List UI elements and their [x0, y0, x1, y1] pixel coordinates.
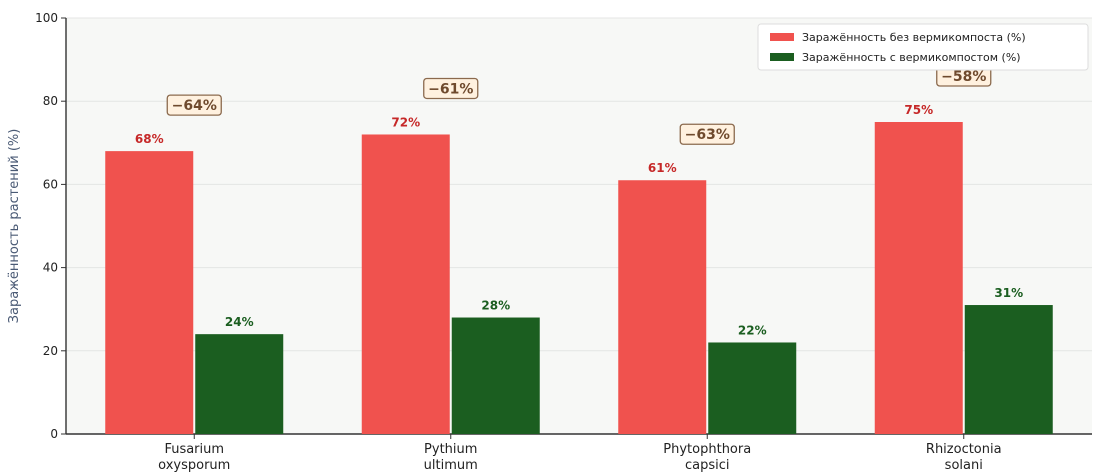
bar-without-vermicompost — [105, 151, 194, 434]
reduction-label: −63% — [685, 127, 730, 143]
bar-without-vermicompost — [874, 122, 963, 434]
category-label-line-2: solani — [945, 458, 983, 473]
y-tick-label: 40 — [43, 261, 58, 275]
y-tick-label: 80 — [43, 94, 58, 108]
reduction-badge — [166, 94, 222, 116]
value-label-with: 28% — [481, 299, 510, 313]
y-tick-label: 60 — [43, 177, 58, 191]
legend-label-with: Заражённость с вермикомпостом (%) — [802, 51, 1021, 64]
reduction-badge — [423, 77, 479, 100]
value-label-with: 24% — [225, 315, 254, 329]
bar-without-vermicompost — [618, 180, 707, 434]
category-label-line-1: Fusarium — [164, 442, 224, 457]
bar-without-vermicompost — [361, 134, 450, 435]
reduction-badge — [679, 123, 735, 145]
legend-swatch-with — [770, 53, 794, 61]
reduction-label: −64% — [172, 98, 217, 114]
bar-with-vermicompost — [708, 342, 797, 434]
value-label-without: 68% — [135, 132, 164, 146]
value-label-with: 31% — [994, 286, 1023, 300]
legend-swatch-without — [770, 33, 794, 41]
bar-with-vermicompost — [451, 317, 540, 434]
legend-label-without: Заражённость без вермикомпоста (%) — [802, 31, 1026, 44]
y-axis-label: Заражённость растений (%) — [7, 129, 22, 324]
y-tick-label: 0 — [50, 427, 58, 441]
category-label-line-2: capsici — [685, 458, 730, 473]
reduction-label: −61% — [428, 81, 473, 97]
bar-with-vermicompost — [964, 305, 1053, 434]
value-label-without: 61% — [648, 161, 677, 175]
y-tick-label: 100 — [35, 11, 58, 25]
category-label-line-1: Phytophthora — [663, 442, 751, 457]
bar-with-vermicompost — [195, 334, 284, 434]
legend-box — [757, 23, 1089, 71]
reduction-label: −58% — [941, 69, 986, 85]
value-label-without: 75% — [904, 103, 933, 117]
category-label-line-1: Rhizoctonia — [926, 442, 1002, 457]
category-label-line-1: Pythium — [424, 442, 477, 457]
value-label-with: 22% — [738, 323, 767, 337]
y-tick-label: 20 — [43, 344, 58, 358]
value-label-without: 72% — [391, 115, 420, 129]
category-label-line-2: ultimum — [424, 458, 478, 473]
category-label-line-2: oxysporum — [158, 458, 230, 473]
